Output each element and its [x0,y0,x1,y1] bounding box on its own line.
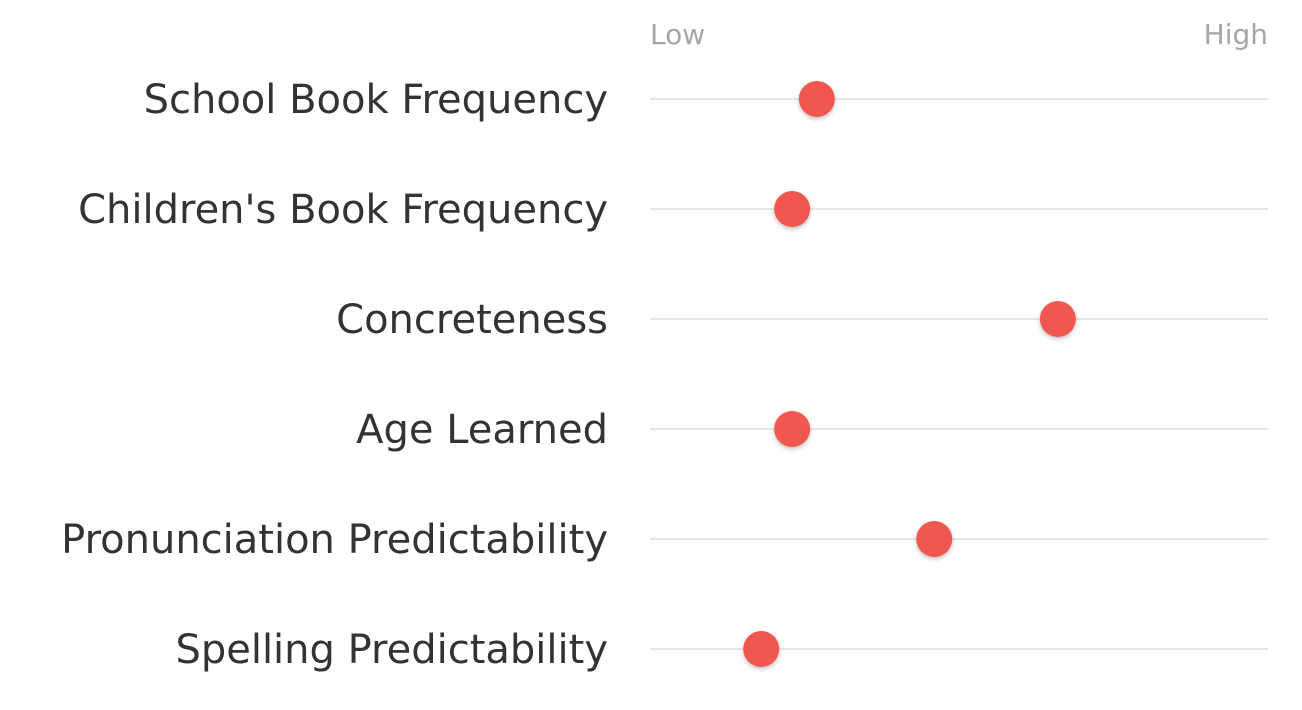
row-value-dot [916,521,953,557]
row-value-dot [743,631,780,667]
row-value-dot [774,411,811,447]
row-label: Pronunciation Predictability [61,517,608,563]
row-label: Spelling Predictability [175,627,608,673]
axis-high-label: High [1204,18,1268,51]
row-label: Children's Book Frequency [78,187,608,233]
row-label: School Book Frequency [144,77,608,123]
rows-group: School Book Frequency Children's Book Fre… [61,77,1268,673]
axis-low-label: Low [650,18,705,51]
row-label: Concreteness [336,297,608,343]
row-value-dot [774,191,811,227]
row-value-dot [798,81,835,117]
row-value-dot [1039,301,1076,337]
row-label: Age Learned [356,407,608,453]
